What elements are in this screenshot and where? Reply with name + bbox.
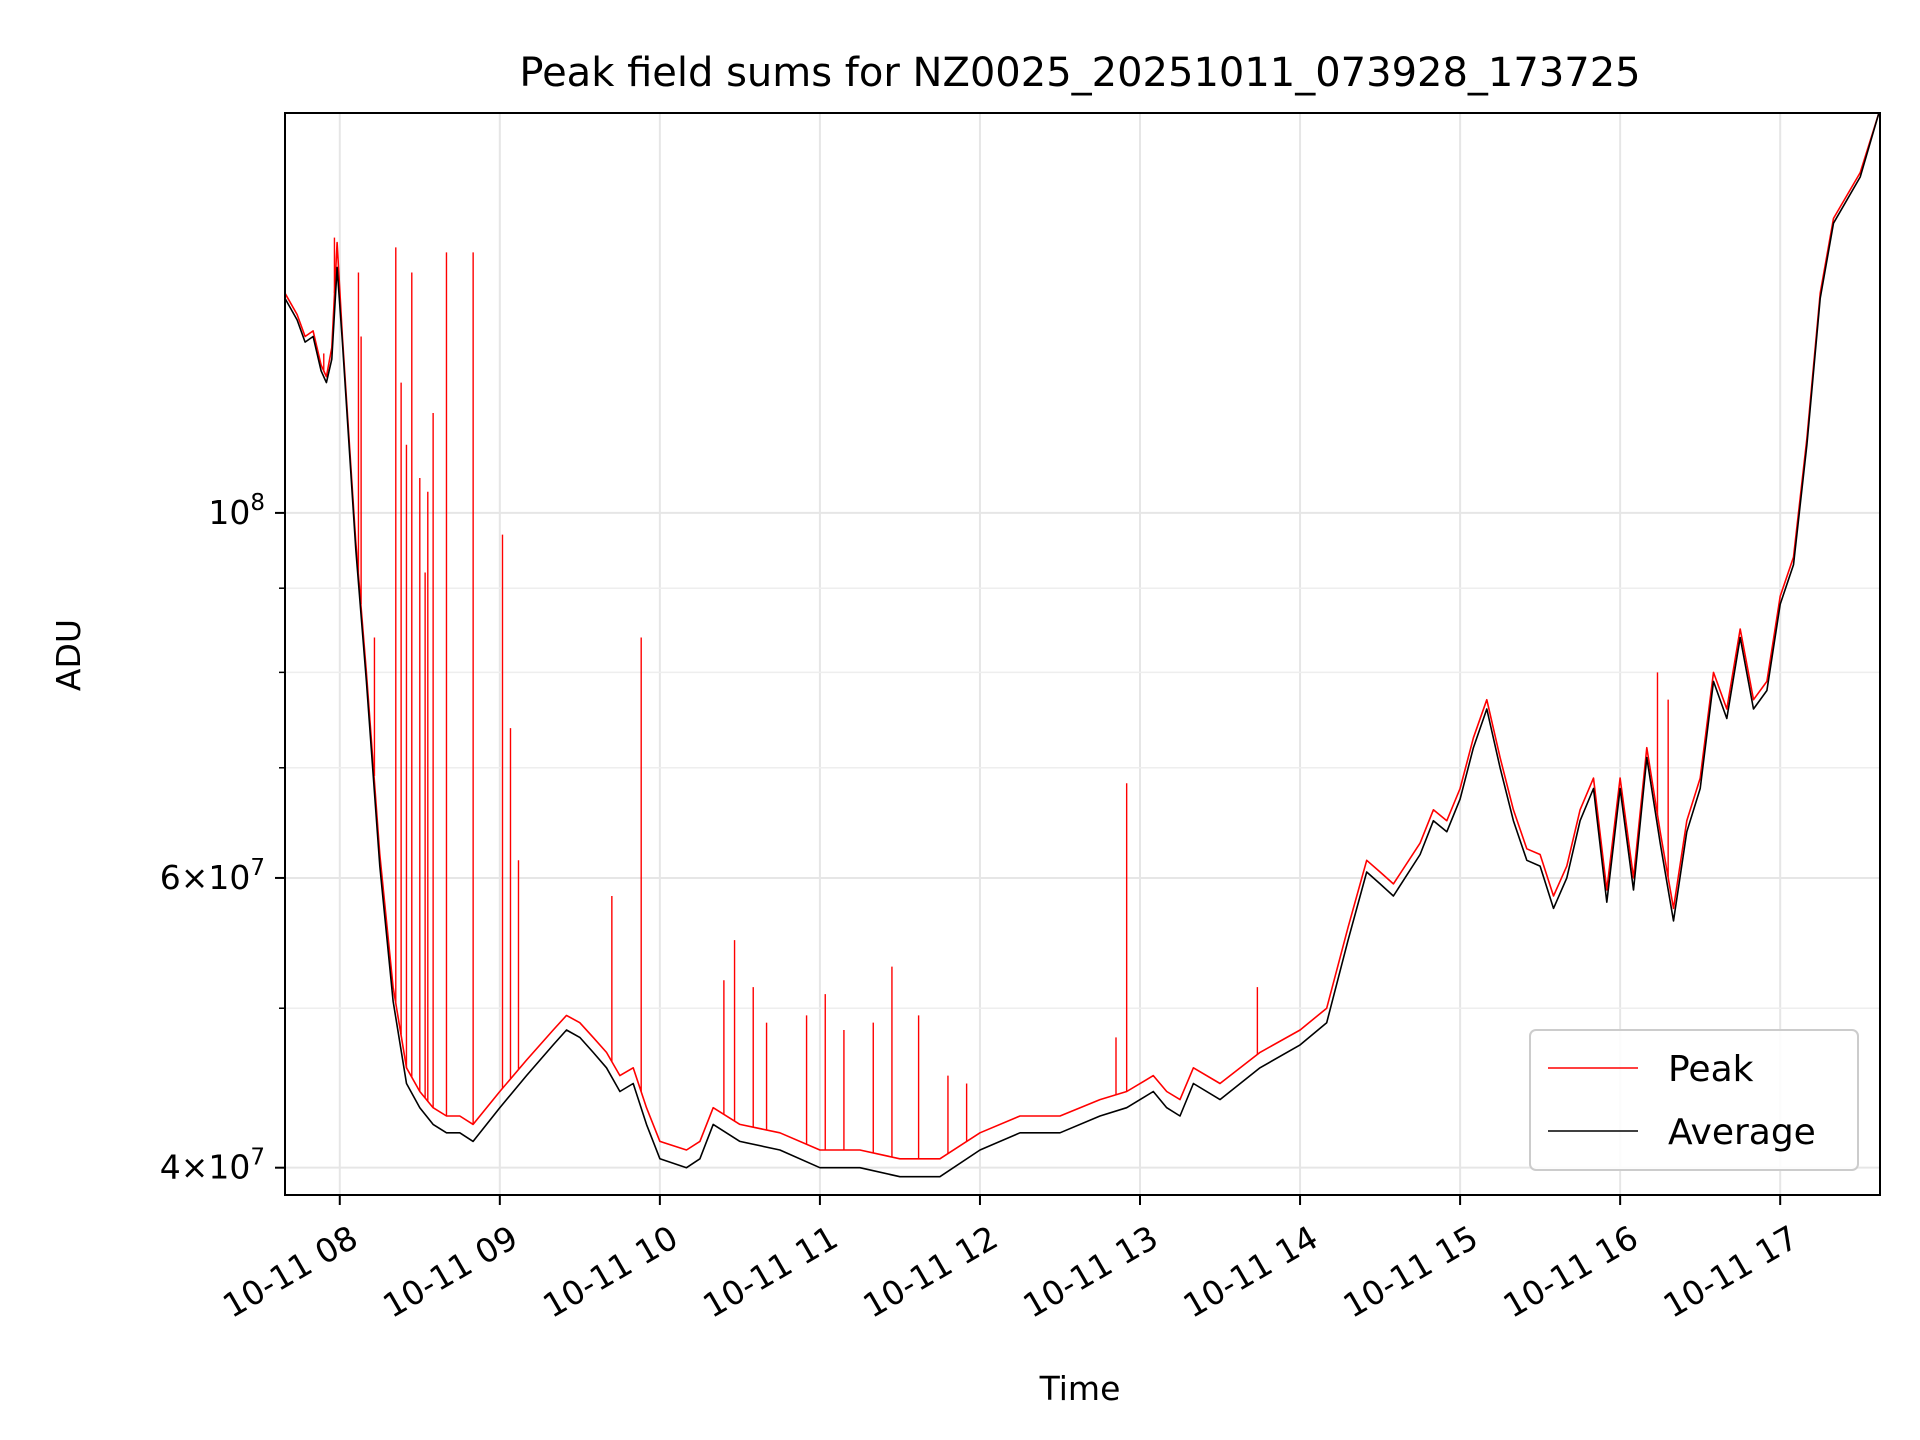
chart-title: Peak field sums for NZ0025_20251011_0739… (519, 50, 1640, 96)
legend: Peak Average (1529, 1029, 1859, 1171)
x-axis-label: Time (1039, 1369, 1121, 1408)
y-tick-label: 108 (208, 490, 265, 532)
series-line-peak (285, 113, 1880, 1160)
y-tick-label: 4×107 (160, 1145, 265, 1187)
legend-label-average: Average (1668, 1112, 1816, 1153)
legend-box (1529, 1029, 1859, 1171)
plot-series (285, 113, 1880, 1178)
grid (285, 113, 1880, 1195)
plot-area (284, 112, 1881, 1196)
series-line-average (285, 113, 1880, 1178)
legend-label-peak: Peak (1668, 1049, 1754, 1090)
y-axis-label: ADU (49, 619, 88, 691)
y-tick-label: 6×107 (160, 855, 265, 897)
